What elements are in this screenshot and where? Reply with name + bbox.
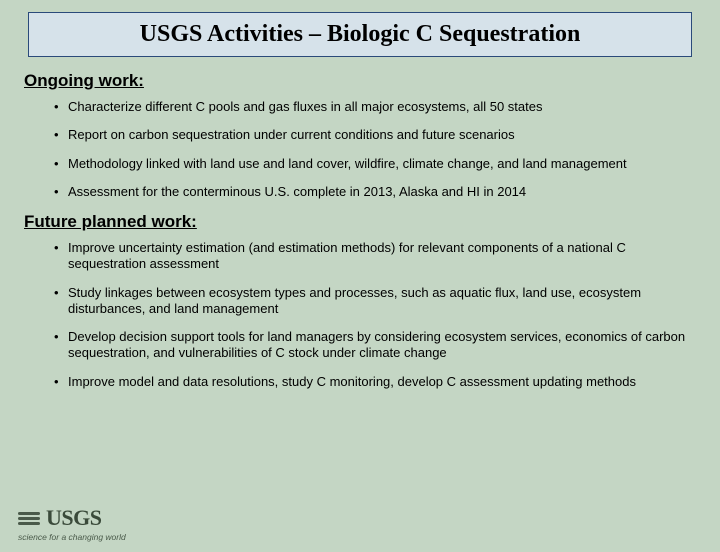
section-heading-future: Future planned work: [24,212,696,232]
logo-waves-icon [18,512,40,525]
usgs-logo: USGS science for a changing world [18,505,126,542]
logo-tagline: science for a changing world [18,532,126,542]
bullet-list-ongoing: Characterize different C pools and gas f… [24,99,696,200]
content-area: Ongoing work: Characterize different C p… [0,57,720,390]
page-title: USGS Activities – Biologic C Sequestrati… [39,21,681,48]
list-item: Characterize different C pools and gas f… [54,99,696,115]
logo-text: USGS [46,505,101,531]
list-item: Report on carbon sequestration under cur… [54,127,696,143]
section-heading-ongoing: Ongoing work: [24,71,696,91]
list-item: Methodology linked with land use and lan… [54,156,696,172]
list-item: Improve uncertainty estimation (and esti… [54,240,696,273]
list-item: Develop decision support tools for land … [54,329,696,362]
list-item: Improve model and data resolutions, stud… [54,374,696,390]
bullet-list-future: Improve uncertainty estimation (and esti… [24,240,696,390]
logo-mark: USGS [18,505,101,531]
list-item: Study linkages between ecosystem types a… [54,285,696,318]
title-box: USGS Activities – Biologic C Sequestrati… [28,12,692,57]
section-future: Future planned work: Improve uncertainty… [24,212,696,390]
list-item: Assessment for the conterminous U.S. com… [54,184,696,200]
section-ongoing: Ongoing work: Characterize different C p… [24,71,696,200]
